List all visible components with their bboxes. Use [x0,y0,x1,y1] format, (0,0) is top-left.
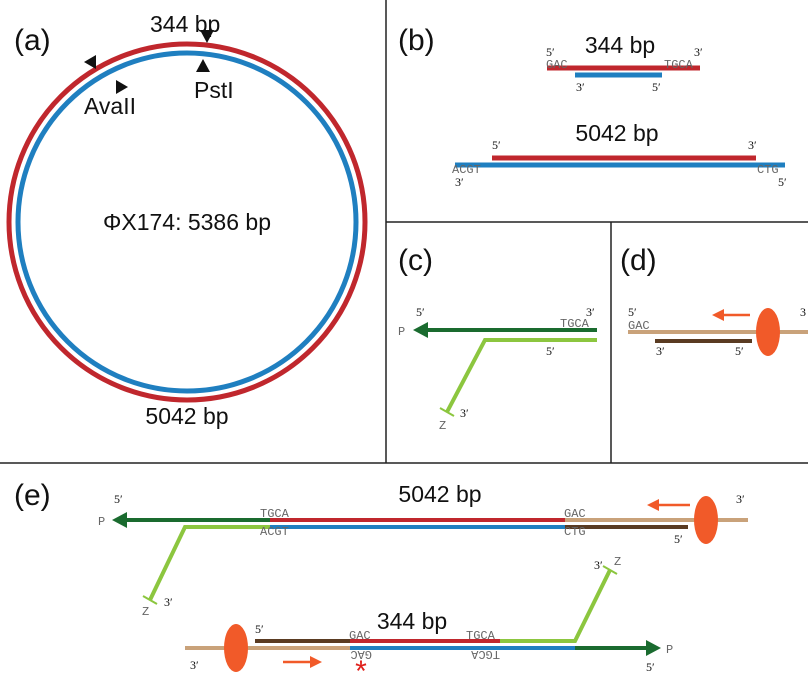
end-label: 5′ [628,305,637,319]
genome-label: ΦX174: 5386 bp [103,209,271,235]
end-label: 3′ [694,45,703,59]
end-label: 5′ [114,492,123,506]
size-label: 5042 bp [398,481,481,507]
size-label: 344 bp [377,608,447,634]
end-label: 3′ [455,175,464,189]
panel-label: (d) [620,244,657,277]
sequence: TGCA [466,629,496,643]
mutation-marker: * [355,655,367,679]
end-label: 3′ [190,658,199,672]
end-label: 3′ [656,344,665,358]
end-label: 5′ [735,344,744,358]
strands [112,496,748,672]
end-label: 3′ [460,406,469,420]
sequence: TGCA [560,317,590,331]
end-label: 3′ [164,595,173,609]
size-label: 344 bp [585,32,655,58]
sequence: GAC [349,629,371,643]
end-label: 5′ [646,660,655,674]
end-label: 5′ [778,175,787,189]
end-label: 5′ [416,305,425,319]
sequence: TGCA [260,507,290,521]
end-label: 3′ [576,80,585,94]
strands [455,68,785,165]
end-label: 5′ [492,138,501,152]
end-label: 5′ [255,622,264,636]
sequence: CTG [564,525,586,539]
enzyme-label: PstI [194,77,234,103]
panel-label: (a) [14,24,51,57]
sequence: GAC [628,319,650,333]
terminus: Z [439,419,446,433]
sequence: GAC [546,58,568,72]
terminus: Z [142,605,149,619]
sequence: TGCA [470,647,500,661]
end-label: 3′ [748,138,757,152]
panel-label: (c) [398,244,433,277]
end-label: 5′ [546,344,555,358]
size-label: 5042 bp [575,120,658,146]
end-label: 5′ [674,532,683,546]
sequence: TGCA [664,58,694,72]
size-label: 5042 bp [145,403,228,429]
end-label: 3 [800,305,806,319]
terminus: P [98,515,105,529]
panel-label: (e) [14,479,51,512]
size-label: 344 bp [150,11,220,37]
enzyme-label: AvaII [84,93,136,119]
strands [628,308,808,356]
end-label: 5′ [546,45,555,59]
panel-label: (b) [398,24,435,57]
terminus: P [666,643,673,657]
sequence: GAC [564,507,586,521]
sequence: CTG [757,163,779,177]
terminus: P [398,325,405,339]
terminus: Z [614,555,621,569]
sequence: ACGT [260,525,289,539]
end-label: 3′ [736,492,745,506]
end-label: 5′ [652,80,661,94]
diagram: (a) 344 bp AvaII PstI ΦX174: 5386 bp 504… [0,0,808,679]
end-label: 3′ [594,558,603,572]
strands [413,322,597,416]
